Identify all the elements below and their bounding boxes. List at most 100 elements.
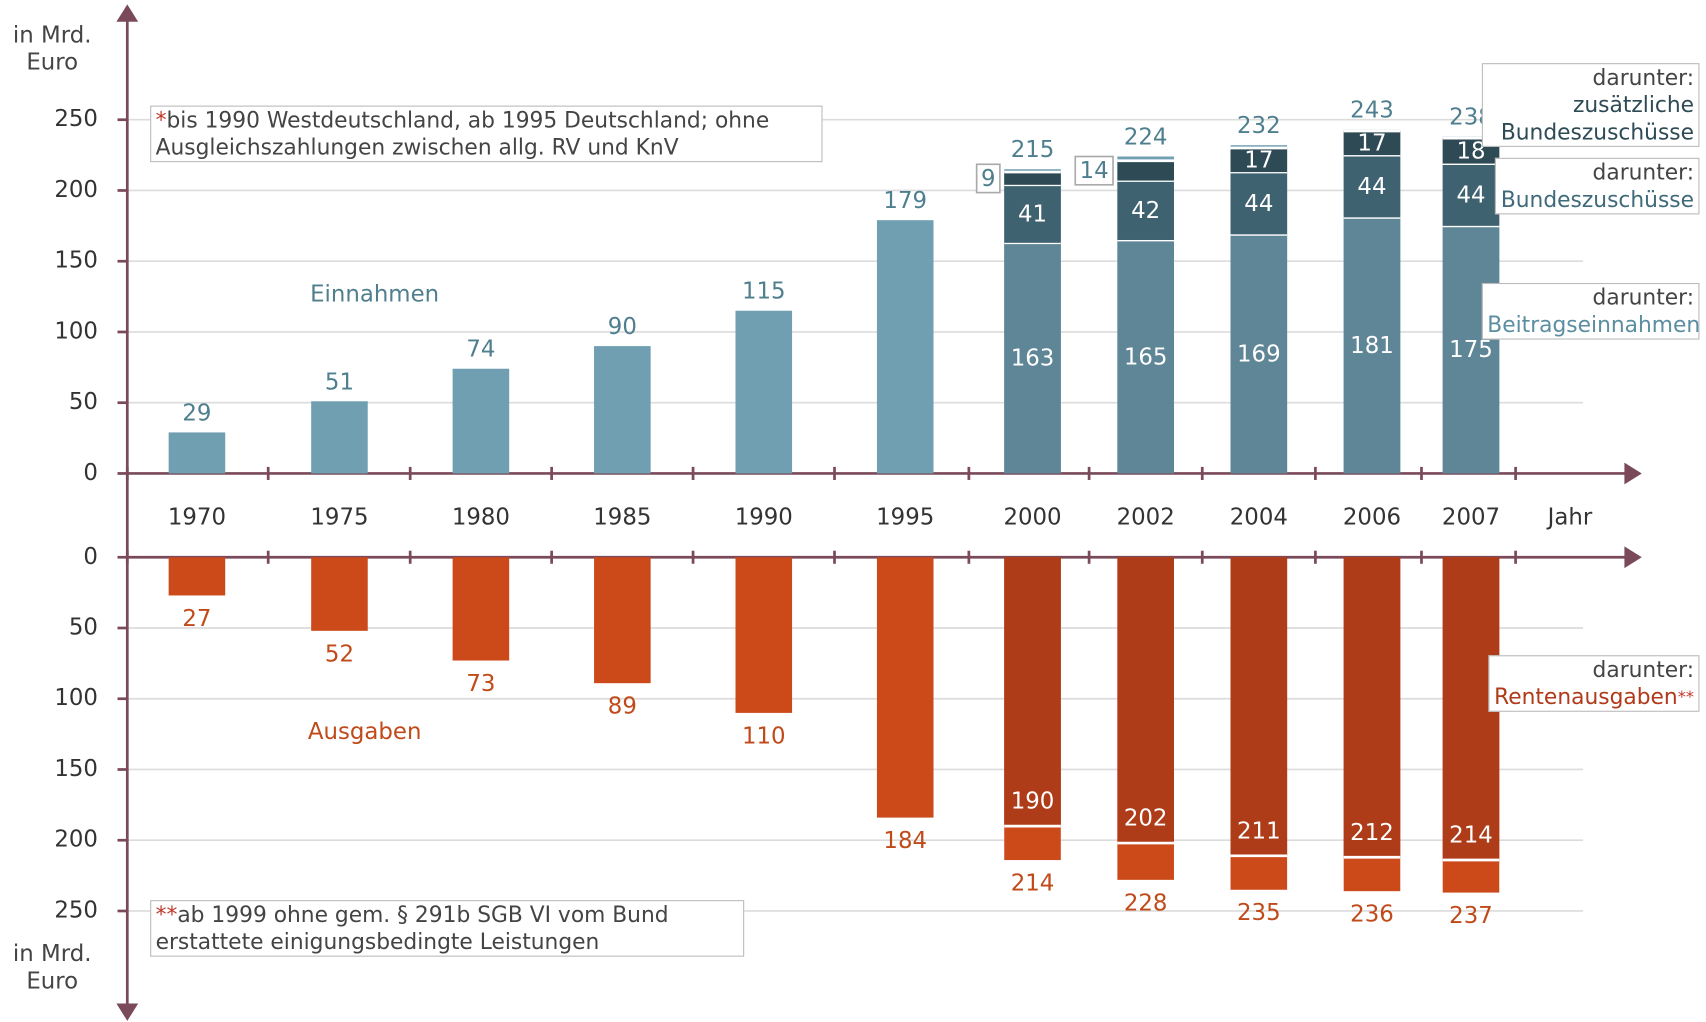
bar-segment bbox=[1343, 131, 1401, 156]
x-axis-label: Jahr bbox=[1546, 505, 1593, 531]
bar-segment bbox=[1343, 155, 1401, 218]
bar-segment bbox=[1230, 148, 1288, 173]
arrow bbox=[116, 4, 139, 22]
bar bbox=[876, 557, 934, 818]
value-label: 232 bbox=[1237, 113, 1281, 139]
series-label: Ausgaben bbox=[307, 718, 422, 745]
x-tick-label: 2006 bbox=[1343, 505, 1401, 531]
y-tick-label: 0 bbox=[83, 544, 98, 570]
value-label: 51 bbox=[325, 369, 354, 395]
value-label: 243 bbox=[1350, 98, 1394, 124]
value-label: 90 bbox=[608, 314, 637, 340]
marker: ** bbox=[155, 901, 178, 928]
arrow bbox=[116, 1003, 139, 1021]
legend-entry: darunter: Rentenausgaben** bbox=[1488, 655, 1700, 712]
value-label: 165 bbox=[1124, 344, 1168, 370]
value-label: 74 bbox=[466, 337, 495, 363]
bar bbox=[876, 220, 934, 474]
y-axis-label: in Mrd. Euro bbox=[12, 21, 92, 76]
value-label: 44 bbox=[1357, 174, 1386, 200]
x-tick-label: 2002 bbox=[1117, 505, 1175, 531]
x-tick-label: 2000 bbox=[1003, 505, 1061, 531]
y-tick-label: 250 bbox=[54, 106, 98, 132]
bar-segment bbox=[1004, 184, 1061, 243]
bar bbox=[311, 557, 368, 631]
bar-segment bbox=[1230, 234, 1288, 474]
bar-segment bbox=[1442, 163, 1500, 226]
value-label: 89 bbox=[608, 694, 637, 720]
value-label: 42 bbox=[1131, 198, 1160, 224]
bar-segment bbox=[1117, 160, 1174, 181]
x-tick-label: 2004 bbox=[1230, 505, 1288, 531]
footnote: **ab 1999 ohne gem. § 291b SGB VI vom Bu… bbox=[150, 900, 745, 957]
legend-label: Bundeszuschüsse bbox=[1500, 186, 1695, 213]
value-label: 44 bbox=[1244, 191, 1273, 217]
y-tick-label: 100 bbox=[54, 685, 98, 711]
x-tick-label: 1975 bbox=[310, 505, 368, 531]
bar-segment bbox=[1230, 172, 1288, 235]
value-label: 44 bbox=[1456, 182, 1485, 208]
legend-prefix: darunter: bbox=[1592, 284, 1695, 311]
value-label: 73 bbox=[466, 671, 495, 697]
value-label: 181 bbox=[1350, 333, 1394, 359]
value-label: 9 bbox=[981, 166, 996, 192]
y-tick-label: 50 bbox=[69, 389, 98, 415]
bar-segment bbox=[1004, 557, 1061, 827]
legend-entry: darunter: zusätzliche Bundeszuschüsse bbox=[1481, 63, 1700, 147]
bar bbox=[452, 368, 510, 474]
value-label: 17 bbox=[1357, 131, 1386, 157]
bar bbox=[735, 310, 793, 474]
value-label: 41 bbox=[1018, 201, 1047, 227]
y-tick-label: 50 bbox=[69, 614, 98, 640]
value-label: 235 bbox=[1237, 900, 1281, 926]
value-label: 202 bbox=[1124, 806, 1168, 832]
bar-segment bbox=[1004, 242, 1061, 474]
bar-segment bbox=[1117, 239, 1174, 474]
x-tick-label: 1985 bbox=[593, 505, 651, 531]
legend-label: Rentenausgaben bbox=[1494, 683, 1678, 710]
value-label: 214 bbox=[1011, 870, 1055, 896]
value-label: 184 bbox=[883, 828, 927, 854]
value-label-box bbox=[1074, 155, 1114, 186]
value-label-box bbox=[975, 163, 1001, 194]
bar bbox=[311, 401, 368, 474]
bar bbox=[452, 557, 510, 661]
bar-segment bbox=[1117, 180, 1174, 240]
legend-entry: darunter: Beitragseinnahmen bbox=[1481, 282, 1701, 340]
value-label: 237 bbox=[1449, 903, 1493, 929]
value-label: 215 bbox=[1011, 137, 1055, 163]
legend-label: Beitragseinnahmen bbox=[1487, 311, 1701, 338]
bar-segment bbox=[1343, 217, 1401, 474]
value-label: 211 bbox=[1237, 818, 1281, 844]
y-tick-label: 200 bbox=[54, 827, 98, 853]
value-label: 228 bbox=[1124, 890, 1168, 916]
bar bbox=[594, 346, 651, 474]
note-text: bis 1990 Westdeutschland, ab 1995 Deutsc… bbox=[155, 106, 770, 160]
marker: ** bbox=[1677, 686, 1695, 707]
bar-segment bbox=[1117, 557, 1174, 844]
value-label: 169 bbox=[1237, 341, 1281, 367]
legend-label: zusätzliche Bundeszuschüsse bbox=[1500, 91, 1695, 145]
y-tick-label: 150 bbox=[54, 248, 98, 274]
y-tick-label: 250 bbox=[54, 897, 98, 923]
value-label: 115 bbox=[742, 279, 786, 305]
value-label: 175 bbox=[1449, 337, 1493, 363]
value-label: 18 bbox=[1456, 138, 1485, 164]
footnote: *bis 1990 Westdeutschland, ab 1995 Deuts… bbox=[150, 105, 823, 163]
value-label: 179 bbox=[883, 188, 927, 214]
legend-prefix: darunter: bbox=[1592, 158, 1695, 186]
bar-segment bbox=[1442, 225, 1500, 474]
value-label: 224 bbox=[1124, 125, 1168, 151]
value-label: 17 bbox=[1244, 148, 1273, 174]
legend-label-wrap: Rentenausgaben** bbox=[1494, 684, 1694, 711]
y-tick-label: 100 bbox=[54, 318, 98, 344]
x-tick-label: 1970 bbox=[168, 505, 226, 531]
value-label: 110 bbox=[742, 723, 786, 749]
value-label: 163 bbox=[1011, 346, 1055, 372]
legend-entry: darunter: Bundeszuschüsse bbox=[1495, 157, 1700, 215]
bar bbox=[168, 432, 226, 474]
legend-prefix: darunter: bbox=[1592, 64, 1695, 91]
bar-segment bbox=[1004, 172, 1061, 185]
arrow bbox=[1624, 462, 1642, 485]
